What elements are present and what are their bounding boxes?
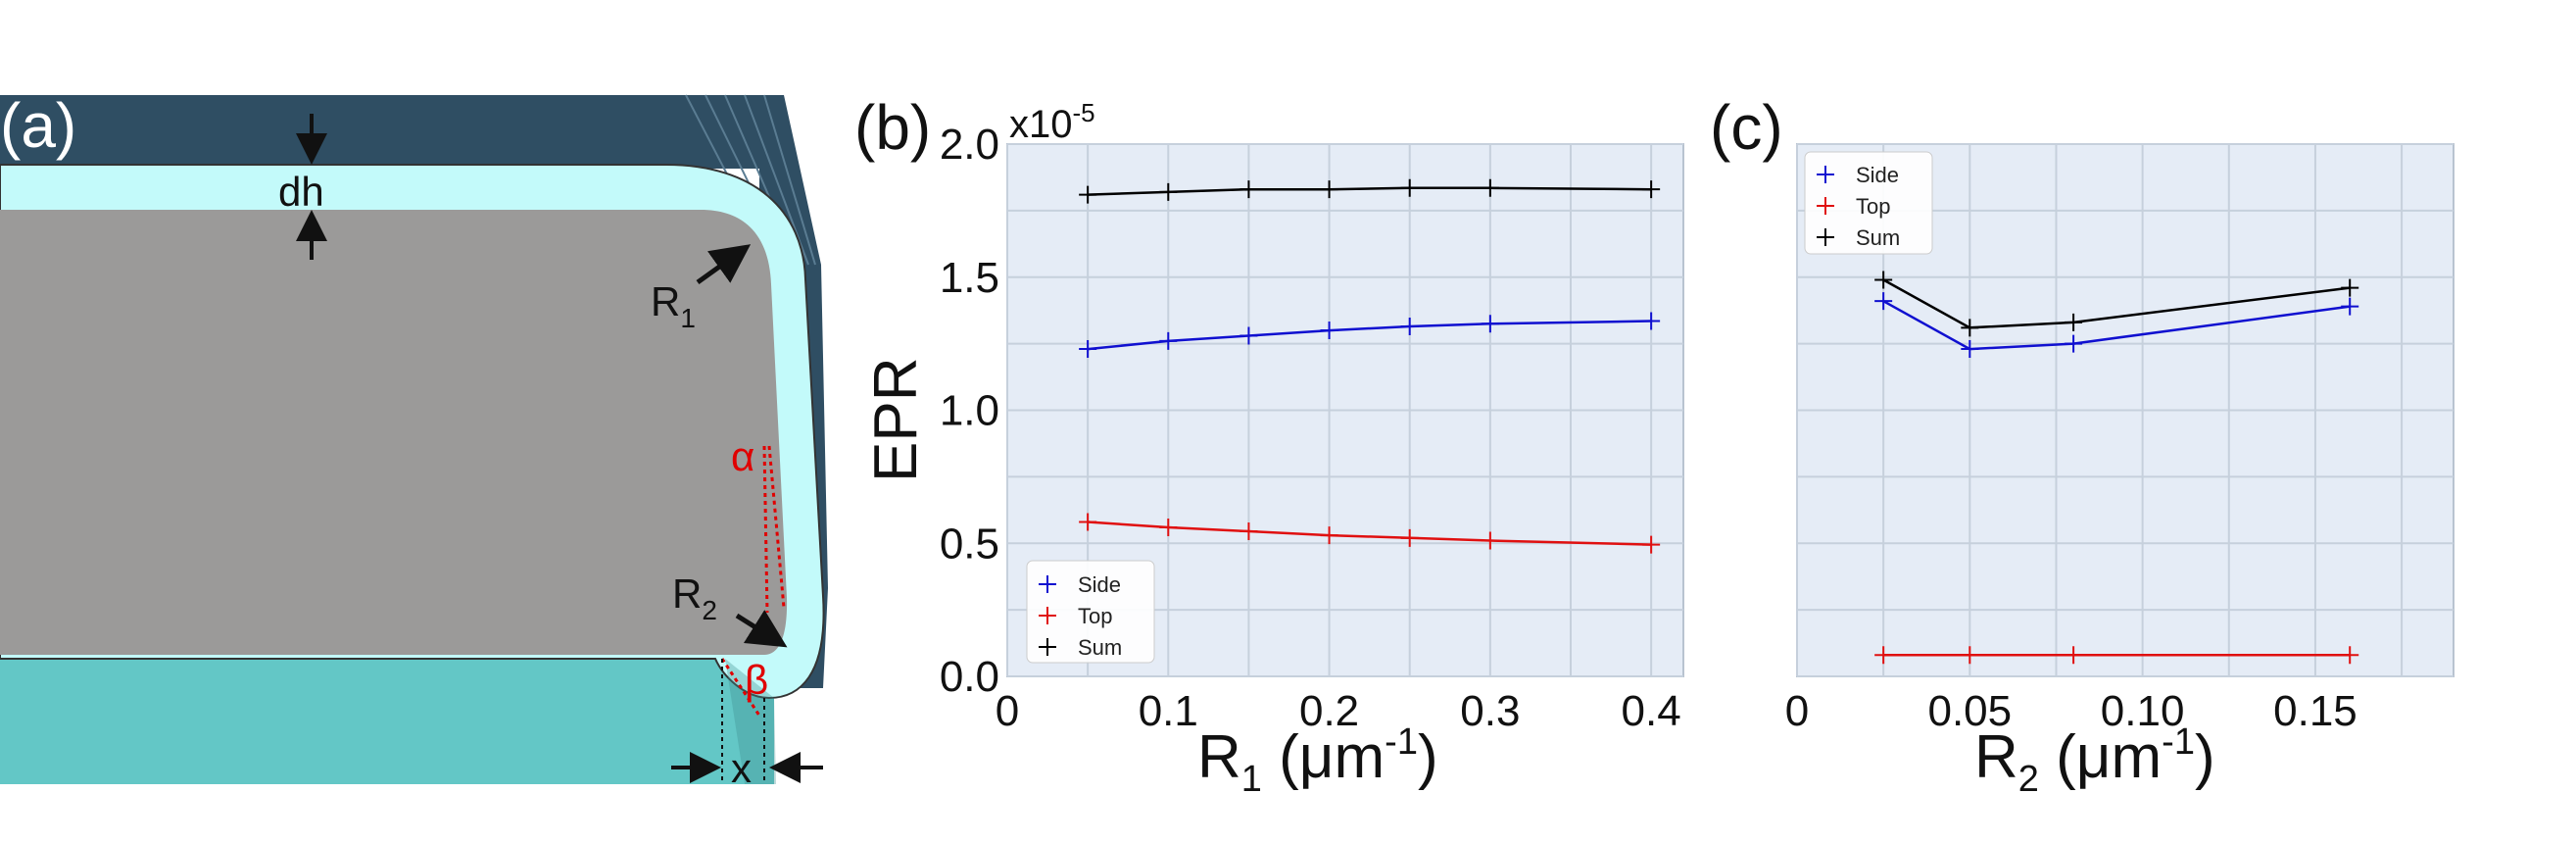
legend-box-b [1026,560,1155,664]
x-tick-label: 0.2 [1299,687,1359,735]
x-tick-label: 0 [1785,687,1809,735]
data-point-sum [1481,178,1499,197]
legend-label-top: Top [1078,604,1112,628]
data-point-side [1400,317,1419,335]
data-point-side [1239,326,1258,345]
alpha-guide-line-2 [767,445,786,609]
data-point-top [1642,535,1661,554]
y-axis-title-b: EPR [862,358,930,482]
x-tick-label: 0.15 [2273,687,2357,735]
panel-c-label: (c) [1710,92,1783,163]
legend-label-top: Top [1856,194,1890,219]
data-point-sum [1320,180,1338,199]
top-layer [0,95,828,688]
data-point-sum [1079,185,1097,204]
legend-label-sum: Sum [1856,225,1900,250]
data-point-sum [1239,180,1258,199]
body [0,210,788,655]
legend-marker-top [1817,197,1834,215]
panel-a-schematic: (a) dh R1 α R2 β x [0,90,828,791]
x-axis-title-b: R1 (μm-1) [1197,721,1438,800]
legend-label-side: Side [1856,163,1899,187]
x-label: x [731,745,752,791]
legend-box-c [1804,151,1933,255]
series-line-sum [1882,278,2351,329]
x-tick-label: 0.1 [1139,687,1198,735]
y-tick-label: 1.0 [940,387,999,435]
data-point-top [1320,526,1338,545]
ticks-c: 0 0.05 0.10 0.15 [1785,687,2357,735]
data-point-sum [1400,178,1419,197]
legend-b: Side Top Sum [1026,560,1155,664]
data-point-side [1961,340,1979,359]
data-point-side [1481,315,1499,333]
data-point-side [1642,312,1661,330]
x-tick-label: 0.05 [1927,687,2012,735]
panel-a-label: (a) [0,90,76,161]
data-point-sum [1159,182,1178,201]
data-point-top [1961,646,1979,665]
marks-b [1079,178,1661,554]
data-point-side [1079,340,1097,359]
legend-label-sum: Sum [1078,635,1122,660]
r1-label: R1 [651,278,696,333]
r1-arrow [696,244,752,285]
y-multiplier-b: x10-5 [1009,98,1095,146]
dh-label: dh [278,169,324,215]
y-tick-label: 0.0 [940,653,999,701]
data-point-top [2341,646,2359,665]
x-tick-label: 0.4 [1622,687,1681,735]
data-point-side [1874,292,1893,311]
marks-c [1874,271,2359,665]
panel-b-label: (b) [854,92,931,163]
substrate [0,659,774,784]
legend-marker-side [1039,575,1056,593]
series-line-side [1882,300,2351,351]
alpha-label: α [731,433,754,479]
data-point-top [1239,522,1258,541]
r2-label: R2 [672,570,717,625]
x-tick-label: 0.3 [1460,687,1520,735]
data-point-side [2341,297,2359,316]
data-point-top [1079,513,1097,531]
data-point-side [1159,331,1178,350]
data-point-sum [1961,319,1979,337]
data-point-sum [2341,278,2359,297]
beta-guide-line [720,658,761,717]
legend-marker-top [1039,607,1056,624]
legend-marker-sum [1817,228,1834,246]
x-tick-label: 0 [996,687,1019,735]
legend-label-side: Side [1078,572,1121,597]
grid-b [1006,143,1683,677]
data-point-top [1159,518,1178,536]
x-axis-title-c: R2 (μm-1) [1974,721,2215,800]
data-point-top [1481,531,1499,550]
r2-arrow [735,610,788,648]
beta-label: β [745,657,768,703]
legend-items-c: Side Top Sum [1817,163,1900,250]
chart-c: 0 0.05 0.10 0.15 (c) R2 (μm-1) Side Top Sum [1710,92,2454,800]
data-point-side [2065,334,2083,353]
data-point-side [1320,322,1338,340]
x-tick-label: 0.10 [2101,687,2185,735]
data-point-sum [1642,180,1661,199]
data-point-sum [1874,271,1893,289]
data-point-sum [2065,313,2083,331]
y-tick-label: 0.5 [940,520,999,568]
legend-items-b: Side Top Sum [1039,572,1122,660]
legend-marker-side [1817,166,1834,183]
legend-c: Side Top Sum [1804,151,1933,255]
legend-marker-sum [1039,638,1056,656]
ticks-b: 0 0.1 0.2 0.3 0.4 0.0 0.5 1.0 1.5 2.0 [940,121,1681,735]
data-point-top [1874,646,1893,665]
chart-b: 0 0.1 0.2 0.3 0.4 0.0 0.5 1.0 1.5 2.0 (b) x10-5 E… [854,92,1684,800]
y-tick-label: 2.0 [940,121,999,169]
data-point-top [2065,646,2083,665]
y-tick-label: 1.5 [940,254,999,302]
data-point-top [1400,528,1419,547]
